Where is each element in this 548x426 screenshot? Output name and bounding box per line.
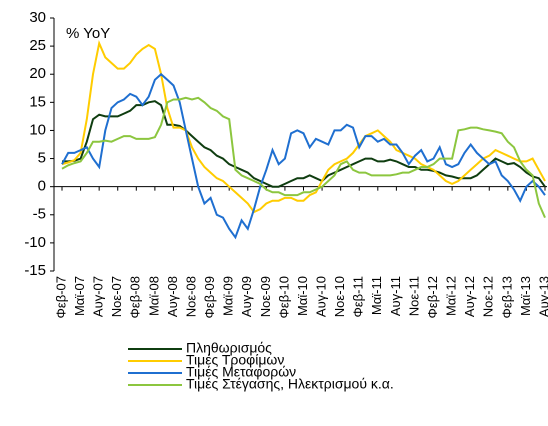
x-tick-label: Μαϊ-10 xyxy=(295,276,310,316)
x-tick-label: Αυγ-08 xyxy=(165,276,180,317)
series-line xyxy=(61,72,546,240)
x-tick-label: Νοε-12 xyxy=(481,276,496,317)
series-line xyxy=(61,39,546,214)
x-tick-label: Αυγ-11 xyxy=(388,276,403,316)
x-tick-label: Φεβ-08 xyxy=(128,276,143,318)
x-tick-label: Αυγ-12 xyxy=(462,276,477,317)
y-tick-label: 20 xyxy=(29,65,46,82)
x-tick-label: Μαϊ-13 xyxy=(518,276,533,316)
x-tick-label: Μαϊ-09 xyxy=(221,276,236,316)
y-tick-label: 10 xyxy=(29,121,46,138)
x-tick-label: Φεβ-09 xyxy=(202,276,217,318)
y-tick-label: 0 xyxy=(38,178,46,195)
annotation: % YoY xyxy=(66,25,110,42)
x-tick-label: Αυγ-13 xyxy=(536,276,548,317)
x-tick-label: Φεβ-13 xyxy=(499,276,514,318)
y-tick-label: -5 xyxy=(33,206,46,223)
y-tick-label: 15 xyxy=(29,93,46,110)
y-tick-label: 25 xyxy=(29,37,46,54)
x-tick-label: Μαϊ-12 xyxy=(444,276,459,316)
legend-label: Τιμές Στέγασης, Ηλεκτρισμού κ.α. xyxy=(186,376,394,392)
y-tick-label: -10 xyxy=(24,234,46,251)
x-tick-label: Νοε-07 xyxy=(109,276,124,317)
y-tick-label: 30 xyxy=(29,9,46,26)
x-tick-label: Νοε-08 xyxy=(183,276,198,317)
x-tick-label: Φεβ-11 xyxy=(351,276,366,317)
x-tick-label: Μαϊ-11 xyxy=(369,276,384,315)
x-tick-label: Φεβ-10 xyxy=(276,276,291,318)
x-tick-label: Μαϊ-08 xyxy=(146,276,161,316)
x-tick-label: Φεβ-12 xyxy=(425,276,440,318)
x-tick-label: Μαϊ-07 xyxy=(72,276,87,316)
x-tick-label: Νοε-10 xyxy=(332,276,347,317)
legend-label: Πληθωρισμός xyxy=(186,340,272,356)
series-line xyxy=(62,100,546,188)
series-line xyxy=(61,96,546,219)
legend-label: Τιμές Τροφίμων xyxy=(186,352,284,368)
x-tick-label: Νοε-09 xyxy=(258,276,273,317)
x-tick-label: Νοε-11 xyxy=(406,276,421,316)
y-tick-label: -15 xyxy=(24,262,46,279)
x-tick-label: Φεβ-07 xyxy=(53,276,68,318)
y-tick-label: 5 xyxy=(38,150,46,167)
x-tick-label: Αυγ-09 xyxy=(239,276,254,317)
x-tick-label: Αυγ-07 xyxy=(91,276,106,317)
x-tick-label: Αυγ-10 xyxy=(314,276,329,317)
legend-label: Τιμές Μεταφορών xyxy=(186,364,296,380)
